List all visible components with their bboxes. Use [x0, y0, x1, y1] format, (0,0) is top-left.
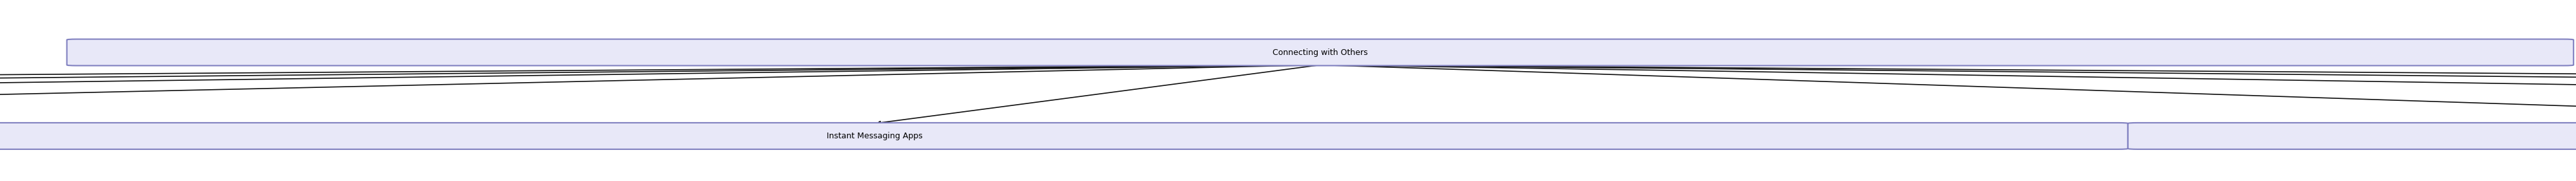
FancyBboxPatch shape: [67, 39, 2573, 66]
Text: Instant Messaging Apps: Instant Messaging Apps: [827, 132, 922, 140]
FancyBboxPatch shape: [0, 123, 2128, 149]
FancyBboxPatch shape: [2128, 123, 2576, 149]
Text: Connecting with Others: Connecting with Others: [1273, 48, 1368, 57]
